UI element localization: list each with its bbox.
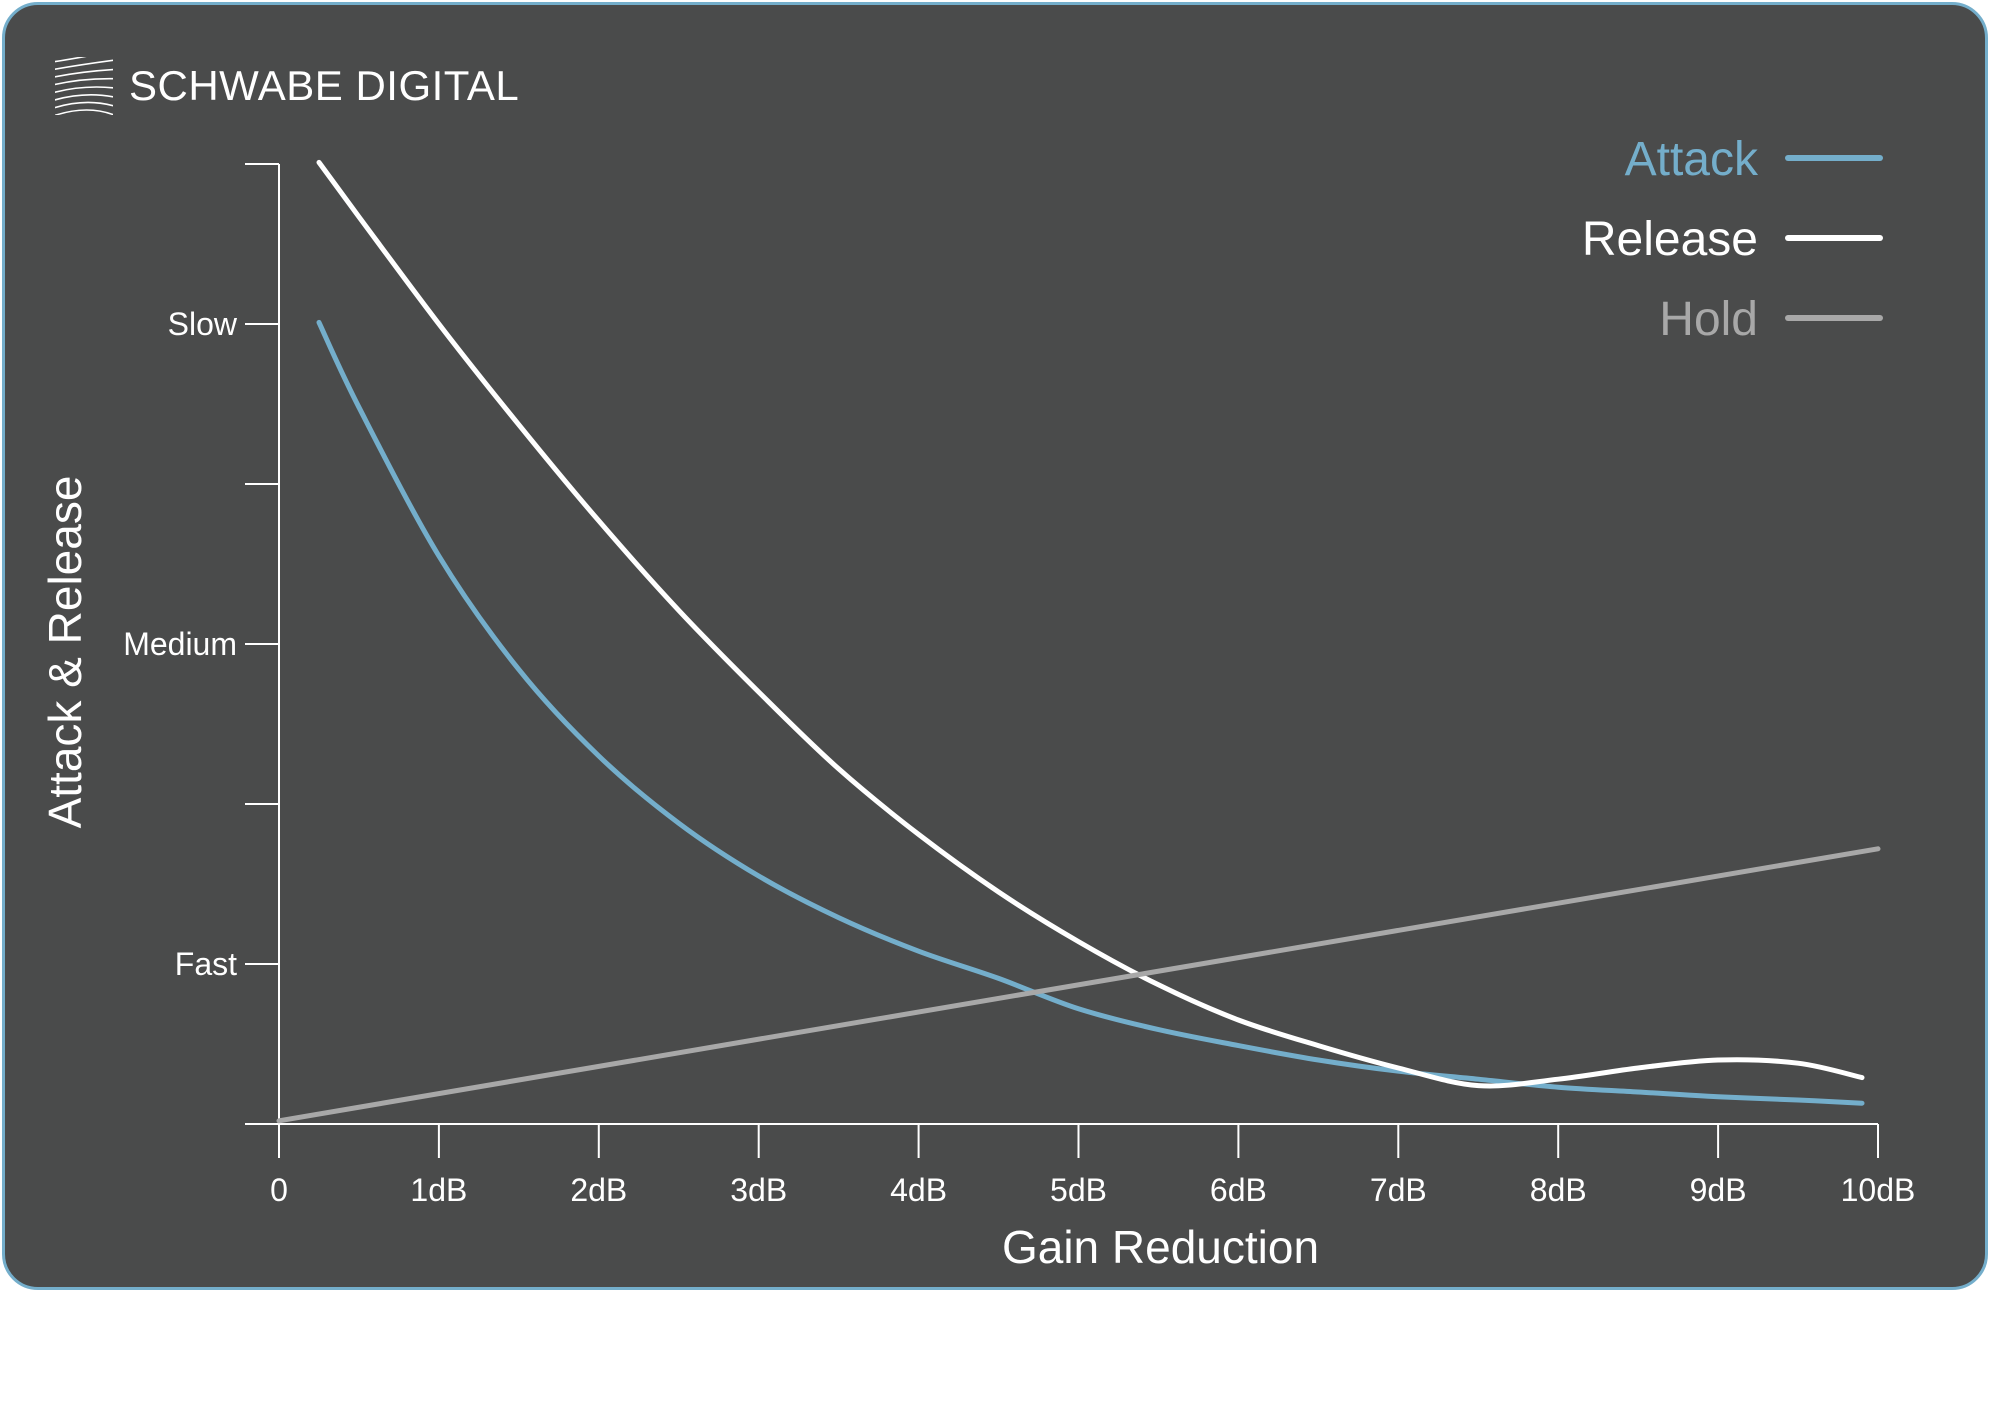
x-tick-label: 6dB xyxy=(1210,1172,1267,1208)
y-tick-label: Fast xyxy=(175,946,237,982)
legend-label-attack: Attack xyxy=(1625,133,1759,186)
wave-lines-logo-icon xyxy=(55,57,113,115)
series-line-hold xyxy=(276,846,1881,1124)
x-tick-label: 0 xyxy=(270,1172,288,1208)
x-tick-label: 4dB xyxy=(890,1172,947,1208)
brand-name: SCHWABE DIGITAL xyxy=(129,62,520,109)
x-tick-label: 3dB xyxy=(730,1172,787,1208)
series-line-release xyxy=(316,159,1865,1089)
x-tick-label: 9dB xyxy=(1690,1172,1747,1208)
brand: SCHWABE DIGITAL xyxy=(55,57,519,115)
legend: Attack Release Hold xyxy=(1582,133,1883,346)
y-tick-label: Slow xyxy=(168,306,238,342)
series-layer xyxy=(276,159,1881,1124)
legend-label-hold: Hold xyxy=(1659,293,1758,346)
x-tick-label: 1dB xyxy=(410,1172,467,1208)
y-tick-label: Medium xyxy=(123,626,237,662)
x-axis-title: Gain Reduction xyxy=(1002,1221,1319,1273)
x-tick-label: 10dB xyxy=(1841,1172,1916,1208)
chart-panel: SCHWABE DIGITAL xyxy=(2,2,1988,1290)
x-tick-label: 5dB xyxy=(1050,1172,1107,1208)
x-tick-label: 7dB xyxy=(1370,1172,1427,1208)
legend-label-release: Release xyxy=(1582,213,1758,266)
y-axis-title: Attack & Release xyxy=(39,476,91,829)
series-line-attack xyxy=(316,319,1865,1106)
x-tick-label: 2dB xyxy=(570,1172,627,1208)
x-ticks: 0 1dB 2dB 3dB 4dB 5dB 6dB 7dB 8dB 9dB 10dB xyxy=(270,1124,1915,1208)
x-tick-label: 8dB xyxy=(1530,1172,1587,1208)
axes xyxy=(245,164,1878,1125)
y-ticks: Fast Medium Slow xyxy=(123,163,279,982)
